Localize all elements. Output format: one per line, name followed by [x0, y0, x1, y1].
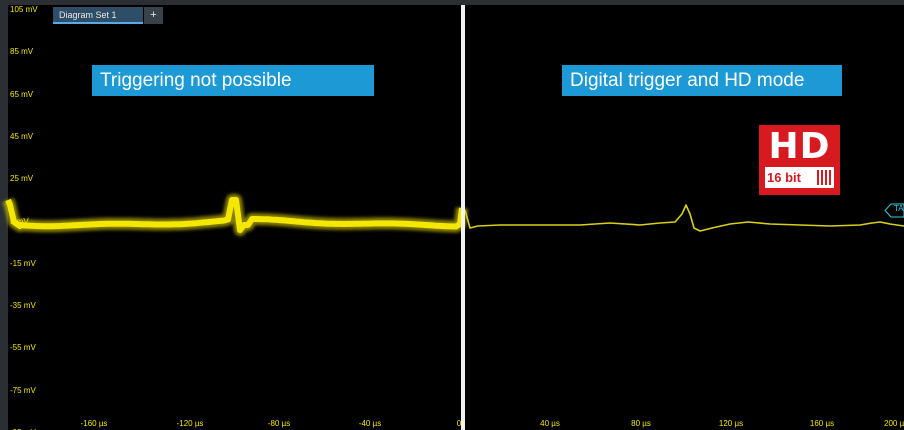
top-frame — [0, 0, 904, 5]
trigger-marker-label: TA — [894, 204, 904, 213]
y-axis-label: -35 mV — [10, 301, 36, 311]
callout-triggering-not-possible: Triggering not possible — [92, 65, 374, 96]
y-axis-label: 105 mV — [10, 5, 38, 14]
tab-diagram-set-1[interactable]: Diagram Set 1 — [53, 7, 143, 24]
waveform-left-no-trigger — [2, 194, 468, 236]
y-axis-label: -55 mV — [10, 343, 36, 353]
y-axis-label: 85 mV — [10, 47, 34, 57]
y-axis-label: 5 mV — [10, 216, 29, 226]
x-axis-label: -160 µs — [80, 419, 108, 428]
y-axis-label: 65 mV — [10, 89, 34, 99]
x-axis-label: -120 µs — [176, 419, 204, 428]
trigger-marker-icon — [884, 203, 904, 218]
y-axis-label: -75 mV — [10, 385, 36, 395]
barcode-icon — [817, 170, 831, 185]
hd-badge-letters: HD — [768, 126, 831, 167]
waveform-right-line — [464, 204, 904, 232]
x-axis-label: -40 µs — [358, 419, 382, 428]
y-axis-label: 45 mV — [10, 131, 34, 141]
callout-digital-trigger-hd: Digital trigger and HD mode — [562, 65, 842, 96]
y-axis-label: -15 mV — [10, 258, 36, 268]
waveform-left-line — [5, 197, 465, 233]
hd-badge-bits-label: 16 bit — [767, 170, 801, 185]
x-axis-label: 200 µs — [884, 419, 904, 428]
split-divider[interactable] — [461, 5, 465, 430]
y-axis-label: 25 mV — [10, 174, 34, 184]
x-axis-label: 160 µs — [809, 419, 835, 428]
x-axis-label: 0 — [456, 419, 462, 428]
add-tab-button[interactable]: + — [144, 7, 163, 24]
diagram-tab-bar: Diagram Set 1 + — [53, 7, 163, 24]
y-axis-label: -95 mV — [10, 428, 36, 430]
x-axis-label: 120 µs — [718, 419, 744, 428]
hd-badge-bits-box: 16 bit — [765, 167, 834, 188]
x-axis-label: 80 µs — [631, 419, 651, 428]
x-axis-label: -80 µs — [267, 419, 291, 428]
waveform-right-hd-mode — [464, 204, 904, 232]
left-frame — [0, 0, 8, 430]
hd-mode-badge: HD 16 bit — [759, 125, 840, 195]
trigger-level-marker[interactable]: TA — [884, 203, 904, 218]
x-axis-label: 40 µs — [540, 419, 560, 428]
